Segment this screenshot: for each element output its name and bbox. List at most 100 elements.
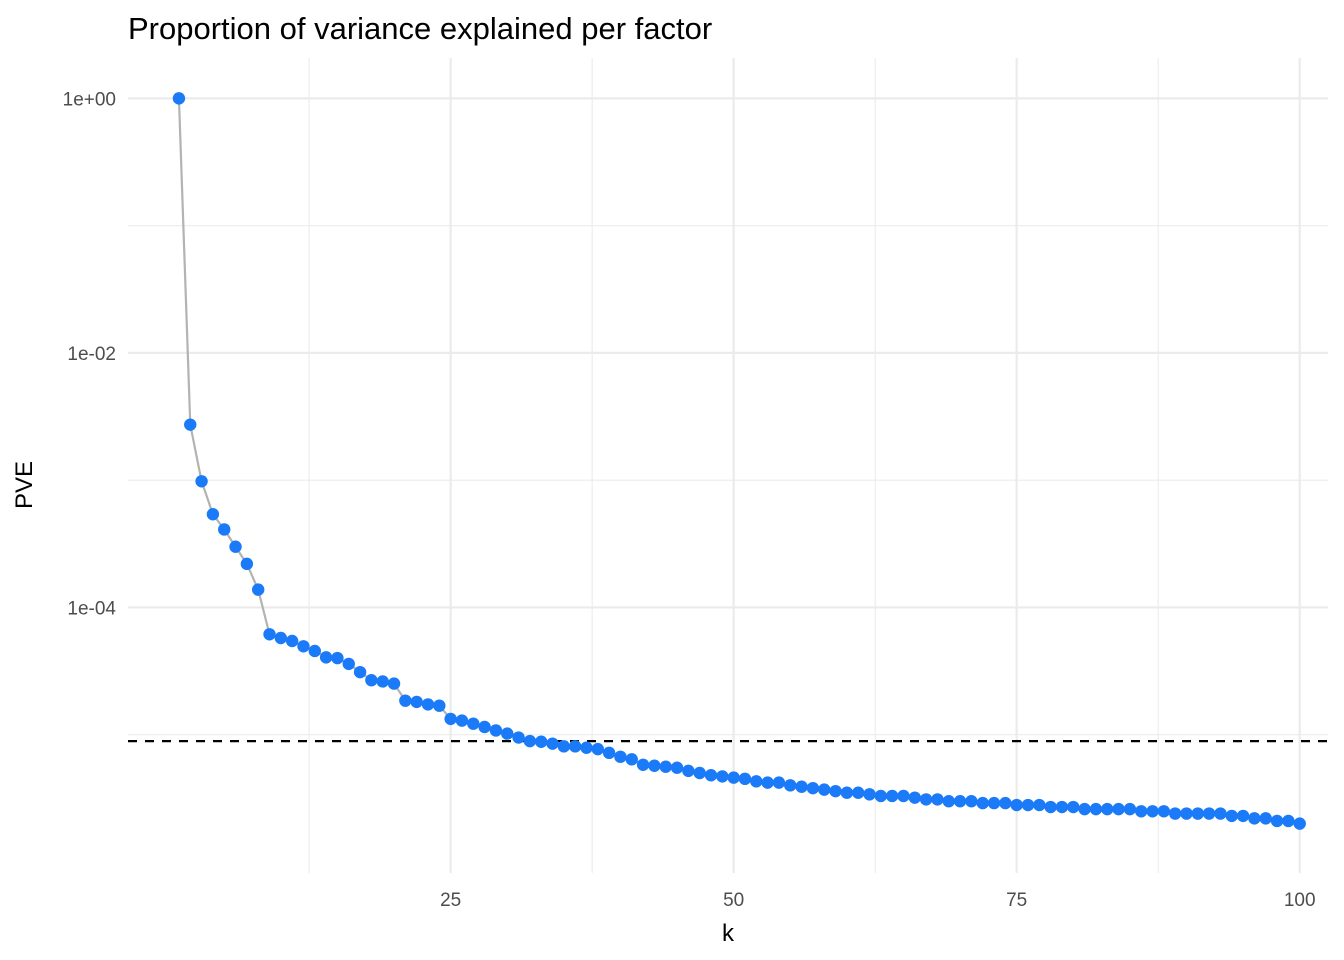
chart-title: Proportion of variance explained per fac… (128, 11, 712, 46)
data-point-k82 (1089, 802, 1103, 816)
data-point-k59 (829, 784, 842, 798)
series-points-layer (172, 92, 1306, 830)
data-point-k93 (1214, 807, 1227, 820)
data-point-k13 (308, 644, 321, 658)
series-line-layer (177, 98, 1300, 825)
data-point-k78 (1044, 800, 1057, 814)
data-point-k83 (1101, 802, 1114, 816)
data-point-k36 (568, 740, 582, 753)
data-point-k7 (240, 557, 254, 571)
data-point-k61 (851, 786, 865, 799)
data-point-k41 (625, 753, 638, 766)
data-point-k11 (285, 634, 299, 648)
data-point-k14 (319, 651, 333, 664)
data-point-k2 (184, 418, 197, 431)
data-point-k90 (1180, 807, 1193, 820)
data-point-k48 (704, 769, 718, 782)
data-point-k96 (1248, 812, 1261, 825)
y-axis-title: PVE (11, 461, 38, 509)
data-point-k16 (342, 657, 355, 671)
data-point-k1 (172, 92, 186, 105)
data-point-k100 (1293, 817, 1306, 830)
data-point-k92 (1202, 807, 1216, 820)
data-point-k53 (761, 776, 774, 789)
data-point-k65 (897, 789, 910, 803)
data-point-k95 (1236, 809, 1250, 823)
data-point-k21 (399, 694, 412, 707)
x-axis-ticks: 25 50 75 100 (440, 890, 1315, 911)
data-point-k38 (591, 742, 605, 756)
data-point-k56 (795, 780, 808, 793)
data-point-k88 (1157, 805, 1171, 818)
data-point-k77 (1033, 798, 1046, 812)
data-point-k50 (727, 771, 740, 784)
data-point-k97 (1259, 812, 1272, 825)
data-point-k73 (987, 796, 1001, 810)
y-tick-label: 1e-02 (67, 344, 116, 365)
y-tick-label: 1e-04 (67, 598, 116, 619)
data-point-k55 (784, 779, 797, 792)
data-point-k60 (840, 786, 854, 799)
data-point-k22 (410, 695, 423, 709)
data-point-k25 (444, 712, 457, 726)
data-point-k40 (614, 750, 627, 764)
data-point-k74 (999, 796, 1012, 810)
data-point-k72 (976, 796, 989, 810)
data-point-k45 (670, 761, 684, 774)
data-point-k29 (489, 724, 503, 737)
data-point-k89 (1168, 807, 1182, 820)
x-tick-label: 100 (1284, 890, 1316, 911)
data-point-k42 (636, 758, 650, 771)
data-point-k18 (365, 674, 378, 687)
data-point-k17 (353, 665, 367, 679)
data-point-k47 (693, 766, 706, 780)
data-point-k10 (274, 631, 288, 645)
data-point-k91 (1191, 807, 1205, 820)
x-axis-title: k (722, 920, 735, 947)
data-point-k33 (535, 735, 548, 748)
data-point-k6 (229, 540, 242, 553)
x-tick-label: 50 (723, 890, 744, 911)
data-point-k23 (421, 698, 435, 711)
data-point-k98 (1270, 814, 1284, 828)
data-point-k44 (659, 760, 672, 773)
data-point-k58 (818, 783, 831, 796)
data-point-k9 (263, 628, 276, 641)
data-point-k70 (953, 795, 967, 808)
data-point-k51 (738, 772, 752, 786)
x-tick-label: 75 (1006, 890, 1027, 911)
data-point-k66 (908, 791, 921, 804)
data-point-k80 (1067, 800, 1080, 814)
data-point-k67 (919, 793, 933, 806)
data-point-k54 (772, 776, 786, 789)
data-point-k30 (501, 727, 514, 740)
series-line (177, 98, 1300, 825)
data-point-k46 (682, 764, 695, 778)
data-point-k31 (512, 731, 525, 744)
data-point-k26 (455, 714, 469, 727)
data-point-k69 (942, 795, 955, 808)
data-point-k5 (218, 523, 231, 536)
data-point-k28 (478, 720, 491, 734)
data-point-k86 (1135, 805, 1148, 818)
data-point-k75 (1010, 798, 1023, 812)
data-point-k49 (716, 770, 729, 783)
data-point-k68 (931, 793, 944, 806)
data-point-k35 (557, 740, 571, 753)
data-point-k57 (806, 781, 820, 795)
grid (128, 58, 1328, 873)
data-point-k63 (874, 789, 888, 803)
data-point-k62 (863, 788, 876, 801)
data-point-k76 (1021, 798, 1035, 812)
data-point-k19 (376, 675, 389, 688)
data-point-k43 (648, 759, 661, 772)
y-axis-ticks: 1e+00 1e-02 1e-04 (63, 89, 117, 619)
data-point-k39 (602, 746, 616, 760)
data-point-k79 (1055, 800, 1069, 814)
data-point-k15 (331, 651, 344, 665)
data-point-k32 (523, 734, 537, 748)
data-point-k3 (195, 475, 208, 488)
data-point-k8 (251, 583, 265, 596)
data-point-k27 (467, 717, 480, 730)
